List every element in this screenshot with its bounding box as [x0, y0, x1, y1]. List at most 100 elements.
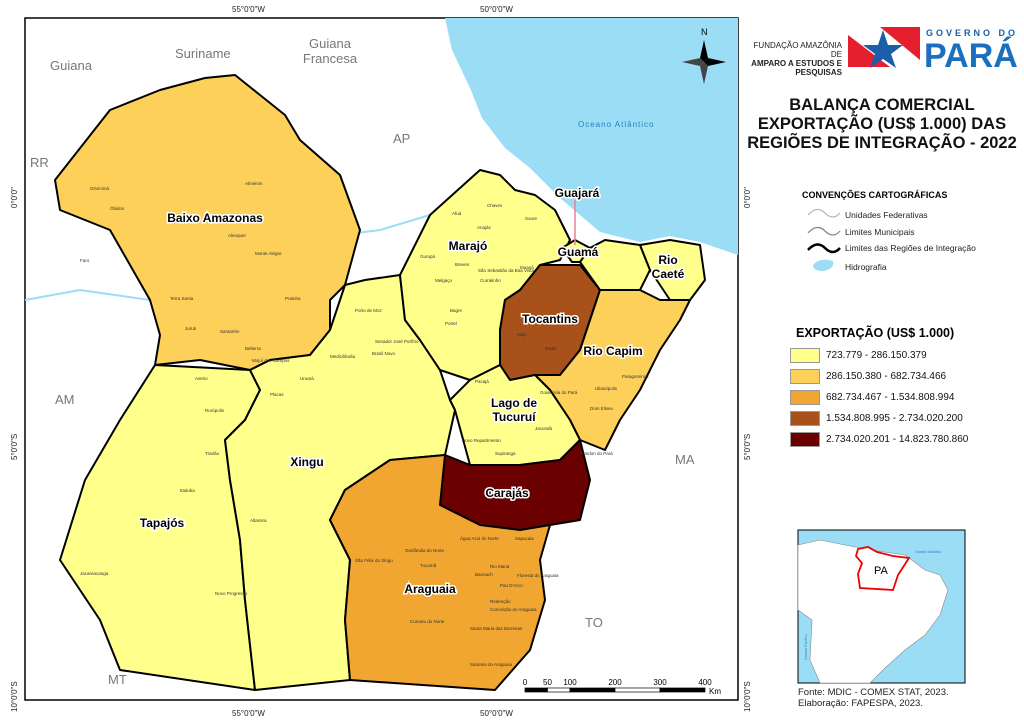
inset-label: PA — [874, 565, 889, 577]
title-line: BALANÇA COMERCIAL — [789, 96, 975, 114]
municipality-label: Pacajá — [475, 379, 489, 384]
municipality-label: São Félix do Xingu — [355, 558, 393, 563]
governo-main: PARÁ — [924, 37, 1018, 75]
region-label: Marajó — [449, 239, 488, 253]
region-label-line: Tapajós — [140, 516, 185, 530]
logo-governo: GOVERNO DO PARÁ — [848, 27, 1018, 75]
municipality-label: Monte Alegre — [255, 251, 282, 256]
region-label-line: Rio Capim — [583, 344, 642, 358]
municipality-label: Dom Eliseu — [590, 406, 614, 411]
municipality-label: Faro — [80, 258, 90, 263]
legend-label: 723.779 - 286.150.379 — [826, 350, 927, 361]
municipality-label: Pau D'Arco — [500, 583, 523, 588]
lat-label: 0°0'0" — [10, 187, 19, 208]
map-title: BALANÇA COMERCIAL EXPORTAÇÃO (US$ 1.000)… — [740, 96, 1024, 153]
municipality-label: Juruti — [185, 326, 196, 331]
logo-line: PESQUISAS — [795, 68, 842, 77]
municipality-label: Santa Maria das Barreiras — [470, 626, 523, 631]
inset-ocean: Oceano Atlântico — [915, 550, 942, 554]
neighbor-label: TO — [585, 615, 603, 630]
municipality-label: Jacareacanga — [80, 571, 109, 576]
logo-line: AMPARO A ESTUDOS E — [751, 59, 842, 68]
region-label: Tapajós — [140, 516, 185, 530]
region-label-line: Baixo Amazonas — [167, 211, 263, 225]
neighbor-label: Suriname — [175, 46, 231, 61]
municipality-label: Floresta do Araguaia — [517, 573, 559, 578]
municipality-label: Água Azul do Norte — [460, 535, 499, 541]
lon-label: 55°0'0"W — [232, 709, 265, 718]
municipality-label: Altamira — [250, 518, 267, 523]
scale-segment — [524, 687, 548, 693]
region-baixo-amazonas[interactable] — [54, 74, 361, 371]
region-label-line: Lago de — [491, 396, 537, 410]
municipality-label: Ulianópolis — [595, 386, 618, 391]
municipality-label: Rio Maria — [490, 564, 510, 569]
region-rio-caet-[interactable] — [639, 239, 706, 301]
municipality-label: Melgaço — [435, 278, 453, 283]
municipality-label: Medicilândia — [330, 354, 356, 359]
municipality-label: Anajás — [477, 225, 492, 230]
region-label-line: Carajás — [485, 486, 529, 500]
municipality-label: Sapucaia — [515, 536, 534, 541]
region-label-line: Guajará — [555, 186, 600, 200]
legend-label: 682.734.467 - 1.534.808.994 — [826, 392, 955, 403]
municipality-label: Terra Santa — [170, 296, 194, 301]
region-label: Rio Caeté — [652, 253, 685, 281]
municipality-label: Muaná — [520, 265, 534, 270]
municipality-label: Brasil Novo — [372, 351, 396, 356]
municipality-label: Santarém — [220, 329, 240, 334]
fapespa-logo: FUNDAÇÃO AMAZÔNIA DE AMPARO A ESTUDOS E … — [742, 41, 842, 77]
governo-top: GOVERNO DO — [926, 28, 1018, 38]
municipality-label: Almeirim — [245, 181, 263, 186]
lon-label: 50°0'0"W — [480, 5, 513, 14]
neighbor-label: AM — [55, 392, 75, 407]
municipality-label: Gurupá — [420, 254, 436, 259]
municipality-label: Portel — [445, 321, 457, 326]
legend-label: 2.734.020.201 - 14.823.780.860 — [826, 434, 969, 445]
scale-tick: 400 — [698, 678, 712, 687]
region-label-line: Guamá — [558, 245, 599, 259]
scale-segment — [569, 687, 616, 693]
region-label-line: Marajó — [449, 239, 488, 253]
neighbor-label-line: Guiana — [309, 36, 352, 51]
neighbor-label: RR — [30, 155, 49, 170]
logo-line: FUNDAÇÃO AMAZÔNIA DE — [753, 41, 842, 59]
municipality-label: Belterra — [245, 346, 261, 351]
municipality-label: Rondon do Pará — [580, 451, 613, 456]
region-label: Araguaia — [404, 582, 456, 596]
municipality-label: Breves — [455, 262, 470, 267]
municipality-label: Chaves — [487, 203, 503, 208]
municipality-label: Óbidos — [110, 205, 125, 211]
region-label-line: Tocantins — [522, 312, 578, 326]
lat-label: 10°0'0"S — [10, 681, 19, 712]
convention-item: Unidades Federativas — [845, 210, 928, 220]
scale-tick: 50 — [543, 678, 552, 687]
municipality-label: Bannach — [475, 572, 493, 577]
title-line: REGIÕES DE INTEGRAÇÃO - 2022 — [747, 134, 1017, 152]
neighbor-label-line: Francesa — [303, 51, 358, 66]
region-label-line: Tucuruí — [492, 410, 536, 424]
region-label-line: Xingu — [290, 455, 323, 469]
lat-label: 5°0'0"S — [743, 434, 752, 460]
legend-title: EXPORTAÇÃO (US$ 1.000) — [796, 326, 955, 340]
municipality-label: Novo Repartimento — [462, 438, 501, 443]
legend-swatch — [790, 348, 820, 363]
municipality-label: Aveiro — [195, 376, 208, 381]
municipality-label: Santana do Araguaia — [470, 662, 513, 667]
lat-label: 0°0'0" — [743, 187, 752, 208]
municipality-label: Trairão — [205, 451, 220, 456]
municipality-label: São Sebastião da Boa Vista — [478, 268, 534, 273]
region-rio-capim[interactable] — [534, 289, 691, 451]
source-text: Fonte: MDIC - COMEX STAT, 2023. — [798, 687, 949, 698]
ocean — [445, 18, 738, 255]
lat-label: 10°0'0"S — [743, 681, 752, 712]
municipality-label: Afuá — [452, 211, 462, 216]
region-araguaia[interactable] — [329, 454, 551, 691]
scale-tick: 300 — [653, 678, 667, 687]
municipality-label: Paragominas — [622, 374, 649, 379]
neighbor-label: MA — [675, 452, 695, 467]
municipality-label: Goianésia do Pará — [540, 390, 578, 395]
municipality-label: Ourilândia do Norte — [405, 548, 445, 553]
